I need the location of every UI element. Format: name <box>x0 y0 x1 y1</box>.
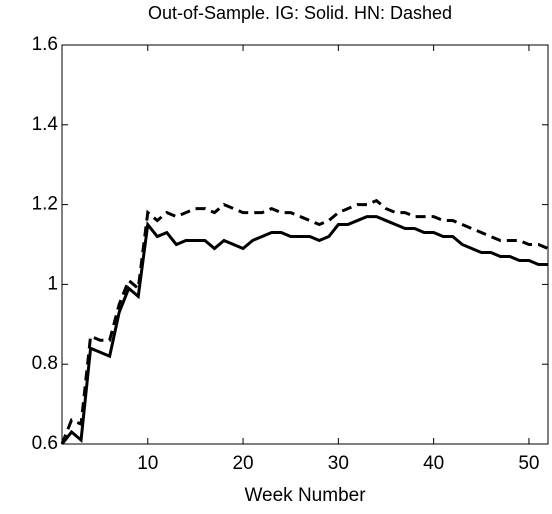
data-line <box>60 215 548 445</box>
y-tick-label: 1.2 <box>32 194 58 215</box>
y-tick-label: 1.4 <box>32 114 59 135</box>
plot-frame <box>61 44 549 445</box>
x-tick-label: 50 <box>518 453 539 474</box>
chart-title: Out-of-Sample. IG: Solid. HN: Dashed <box>148 3 452 23</box>
x-tick-label: 10 <box>137 453 158 474</box>
x-axis-label: Week Number <box>244 485 366 506</box>
data-line <box>60 198 549 445</box>
y-tick-label: 0.8 <box>32 353 58 374</box>
y-tick-label: 1.6 <box>32 34 58 55</box>
y-tick-label: 1 <box>47 273 58 294</box>
y-tick-label: 0.6 <box>32 433 58 454</box>
x-tick-label: 40 <box>423 453 444 474</box>
x-tick-label: 20 <box>232 453 253 474</box>
x-tick-label: 30 <box>328 453 349 474</box>
